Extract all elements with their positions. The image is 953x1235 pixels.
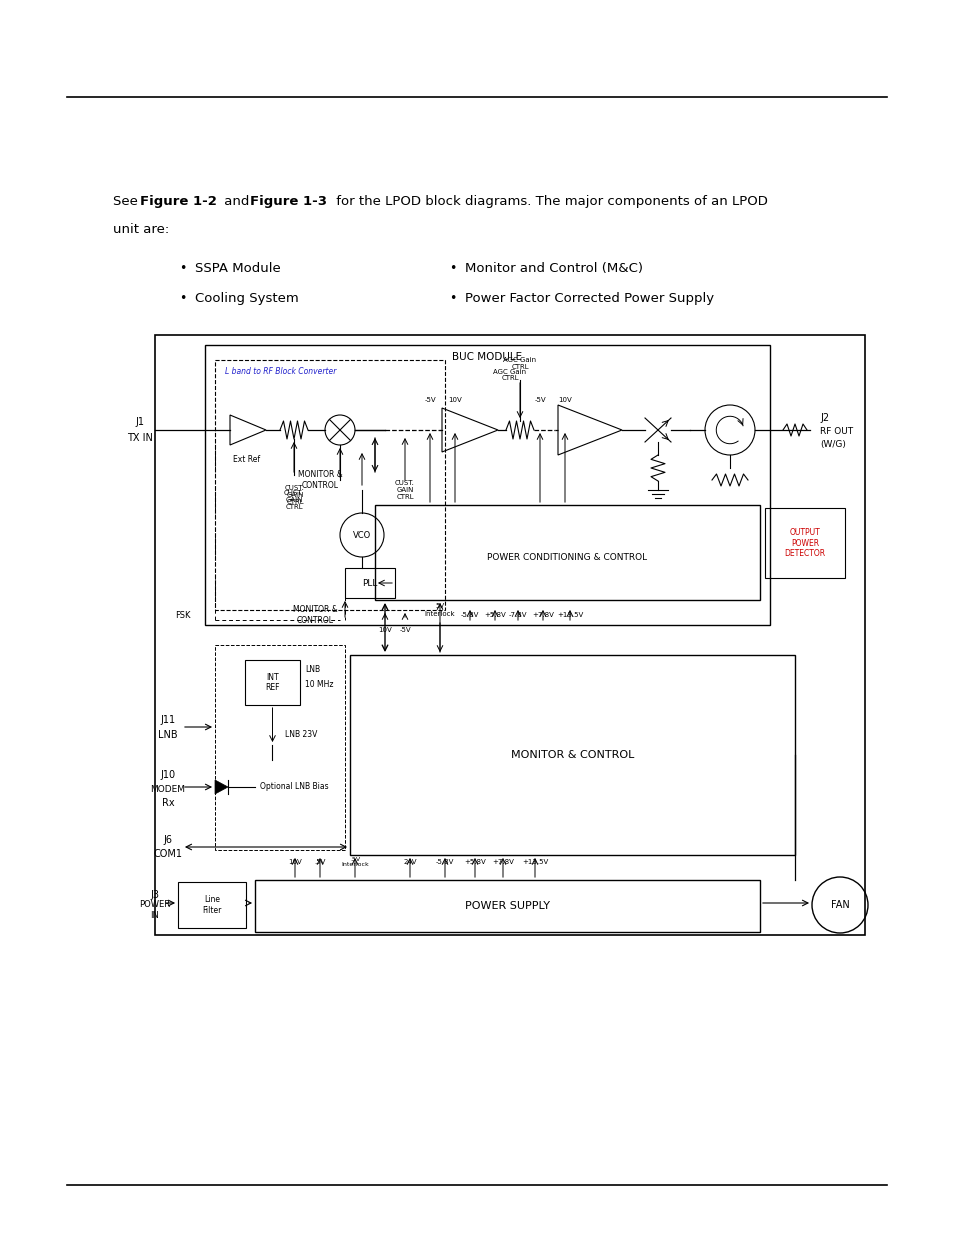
Bar [214,645,345,850]
Text: POWER SUPPLY: POWER SUPPLY [464,902,550,911]
Text: Optional LNB Bias: Optional LNB Bias [260,783,328,792]
Bar [214,359,444,610]
Text: -5.8V: -5.8V [436,860,454,864]
Text: J10: J10 [160,769,175,781]
Bar [205,345,769,625]
Text: +13.5V: +13.5V [557,613,582,618]
Text: RF OUT: RF OUT [820,427,852,436]
Text: -5V: -5V [534,396,545,403]
Text: BUC MODULE: BUC MODULE [452,352,522,362]
Text: POWER
IN: POWER IN [139,900,171,920]
Text: 10V: 10V [448,396,461,403]
Text: MONITOR &
CONTROL: MONITOR & CONTROL [293,605,337,625]
Text: MONITOR &
CONTROL: MONITOR & CONTROL [297,471,342,490]
Bar [178,882,246,927]
Text: AGC Gain
CTRL: AGC Gain CTRL [493,368,526,382]
Text: CUST.
GAIN
CTRL: CUST. GAIN CTRL [285,485,305,505]
Text: •: • [449,262,456,274]
Text: L band to RF Block Converter: L band to RF Block Converter [225,368,336,377]
Text: -7.8V: -7.8V [508,613,527,618]
Text: +5.8V: +5.8V [464,860,485,864]
Text: MONITOR & CONTROL: MONITOR & CONTROL [510,750,634,760]
Text: LNB: LNB [305,666,320,674]
Text: AGC Gain
CTRL: AGC Gain CTRL [503,357,536,370]
Text: 5V
Interlock: 5V Interlock [424,604,455,616]
Text: J3: J3 [151,890,159,900]
Bar [764,508,844,578]
Text: (W/G): (W/G) [820,441,845,450]
Text: 10 MHz: 10 MHz [305,680,334,689]
Bar [245,659,299,705]
Text: Figure 1-2: Figure 1-2 [140,195,216,207]
Bar [345,568,395,598]
Text: Figure 1-3: Figure 1-3 [250,195,327,207]
Text: 10V: 10V [288,860,301,864]
Text: unit are:: unit are: [112,224,169,236]
Text: MODEM: MODEM [151,785,185,794]
Text: OUTPUT
POWER
DETECTOR: OUTPUT POWER DETECTOR [783,529,824,558]
Text: -5V: -5V [398,627,411,634]
Text: .5V: .5V [314,860,325,864]
Text: +13.5V: +13.5V [521,860,548,864]
Text: -5.8V: -5.8V [460,613,478,618]
Text: FAN: FAN [830,900,848,910]
Text: and: and [220,195,253,207]
Text: J6: J6 [163,835,172,845]
Text: LNB: LNB [158,730,177,740]
Text: +7.8V: +7.8V [492,860,514,864]
Text: SSPA Module: SSPA Module [194,262,280,274]
Text: +7.8V: +7.8V [532,613,554,618]
Text: FSK: FSK [174,610,191,620]
Text: See: See [112,195,142,207]
Bar [254,881,760,932]
Text: 10V: 10V [558,396,571,403]
Text: 24V: 24V [403,860,416,864]
Text: TX IN: TX IN [127,433,152,443]
Text: •: • [179,262,187,274]
Text: Ext Ref: Ext Ref [233,456,260,464]
Text: J11: J11 [160,715,175,725]
Text: CUST.
GAIN
CTRL: CUST. GAIN CTRL [284,490,304,510]
Text: Rx: Rx [161,798,174,808]
Text: J2: J2 [820,412,828,424]
Text: COM1: COM1 [153,848,182,860]
Text: INT
REF: INT REF [265,673,279,692]
Text: Power Factor Corrected Power Supply: Power Factor Corrected Power Supply [464,291,714,305]
Polygon shape [214,781,228,794]
Bar [154,335,864,935]
Text: VCO: VCO [353,531,371,540]
Text: LNB 23V: LNB 23V [285,730,317,740]
Text: PLL: PLL [362,578,377,588]
Text: .5V
Interlock: .5V Interlock [341,857,369,867]
Text: CUST.
GAIN
CTRL: CUST. GAIN CTRL [395,480,415,500]
Bar [350,655,794,855]
Text: •: • [449,291,456,305]
Text: +5.8V: +5.8V [483,613,505,618]
Text: Line
Filter: Line Filter [202,895,221,915]
Text: •: • [179,291,187,305]
Text: Cooling System: Cooling System [194,291,298,305]
Text: 10V: 10V [377,627,392,634]
Text: J1: J1 [135,417,144,427]
Text: Monitor and Control (M&C): Monitor and Control (M&C) [464,262,642,274]
Text: POWER CONDITIONING & CONTROL: POWER CONDITIONING & CONTROL [487,553,647,562]
Bar [375,505,760,600]
Text: -5V: -5V [424,396,436,403]
Text: for the LPOD block diagrams. The major components of an LPOD: for the LPOD block diagrams. The major c… [332,195,767,207]
